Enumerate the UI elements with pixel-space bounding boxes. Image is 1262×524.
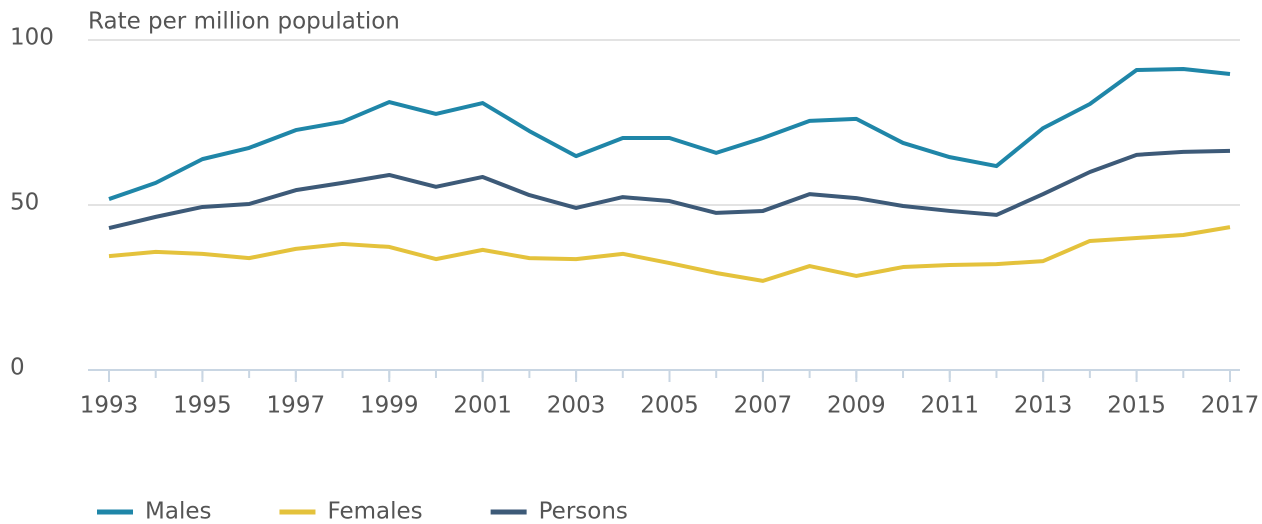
x-tick-label: 2007 — [734, 393, 793, 419]
y-tick-label: 0 — [10, 355, 25, 381]
x-tick-label: 2001 — [453, 393, 512, 419]
series-line — [108, 148, 1231, 231]
x-tick-label: 2011 — [920, 393, 979, 419]
y-tick-label: 100 — [10, 25, 54, 51]
legend-label: Persons — [539, 499, 628, 524]
legend-label: Males — [145, 499, 211, 524]
x-tick-label: 2015 — [1107, 393, 1166, 419]
y-tick-label: 50 — [10, 190, 39, 216]
x-tick-label: 2003 — [547, 393, 606, 419]
x-tick-label: 2017 — [1201, 393, 1260, 419]
x-tick-label: 1993 — [80, 393, 139, 419]
x-tick-label: 1999 — [360, 393, 419, 419]
x-tick-label: 2005 — [640, 393, 699, 419]
x-tick-label: 2013 — [1014, 393, 1073, 419]
legend-label: Females — [327, 499, 422, 524]
y-axis-label: Rate per million population — [88, 9, 400, 35]
series-line — [108, 67, 1231, 201]
x-tick-label: 2009 — [827, 393, 886, 419]
x-tick-label: 1995 — [173, 393, 232, 419]
x-tick-label: 1997 — [267, 393, 326, 419]
series-line — [108, 225, 1231, 283]
